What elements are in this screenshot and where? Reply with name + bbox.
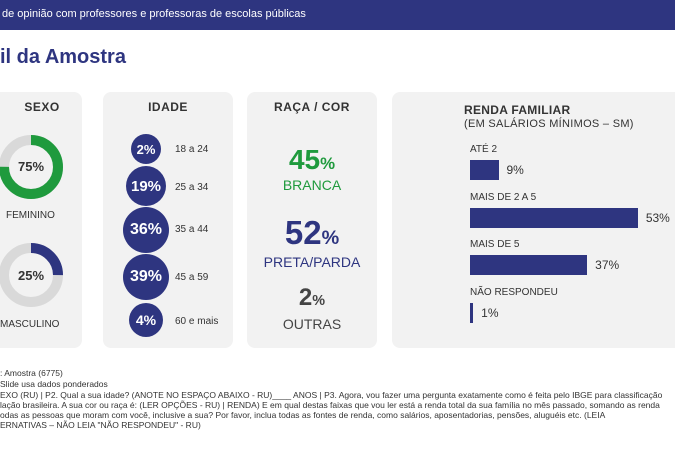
masculino-pct: 25% xyxy=(17,268,45,283)
page-title: il da Amostra xyxy=(0,46,126,68)
renda-category-label: MAIS DE 2 A 5 xyxy=(470,192,537,203)
renda-subtitle: (EM SALÁRIOS MÍNIMOS – SM) xyxy=(464,118,634,130)
renda-category-label: NÃO RESPONDEU xyxy=(470,287,558,298)
idade-bubble-4: 39% xyxy=(123,254,169,300)
idade-label-1: 18 a 24 xyxy=(175,144,209,155)
masculino-donut xyxy=(0,243,63,307)
raca-preta-pct: 52% xyxy=(284,214,340,251)
raca-title: RAÇA / COR xyxy=(274,100,350,114)
raca-branca-label: BRANCA xyxy=(282,177,342,193)
renda-value-label: 9% xyxy=(506,163,524,177)
renda-bar xyxy=(470,208,638,228)
masculino-donut-arc xyxy=(0,243,63,307)
footer-question-1: EXO (RU) | P2. Qual a sua idade? (ANOTE … xyxy=(0,390,663,400)
raca-outras-pct: 2% xyxy=(298,284,326,311)
footer-question-3: odas as pessoas que moram com você, incl… xyxy=(0,410,606,420)
header-bar: de opinião com professores e professoras… xyxy=(0,0,675,30)
idade-bubble-1: 2% xyxy=(131,134,161,164)
idade-bubble-5: 4% xyxy=(129,303,163,337)
idade-label-5: 60 e mais xyxy=(175,316,219,327)
idade-card: IDADE 2% 18 a 24 19% 25 a 34 36% 35 a 44… xyxy=(103,92,233,348)
idade-label-2: 25 a 34 xyxy=(175,182,209,193)
renda-bar xyxy=(470,303,474,323)
footer-weight-note: Slide usa dados ponderados xyxy=(0,379,108,389)
sexo-card: SEXO 75% FEMININO 25% MASCULINO xyxy=(0,92,82,348)
idade-bubble-3: 36% xyxy=(123,207,169,253)
feminino-pct: 75% xyxy=(17,159,45,174)
idade-label-3: 35 a 44 xyxy=(175,224,209,235)
raca-outras-label: OUTRAS xyxy=(282,316,342,332)
renda-bar xyxy=(470,160,499,180)
idade-bubble-2: 19% xyxy=(126,166,166,206)
idade-title: IDADE xyxy=(148,100,188,114)
raca-branca-pct: 45% xyxy=(288,144,336,175)
feminino-label: FEMININO xyxy=(6,210,55,221)
feminino-donut-arc xyxy=(0,135,63,199)
footer-question-2: lação brasileira. A sua cor ou raça é: (… xyxy=(0,400,660,410)
renda-value-label: 37% xyxy=(595,258,620,272)
raca-card: RAÇA / COR 45% BRANCA 52% PRETA/PARDA 2%… xyxy=(247,92,377,348)
renda-card: RENDA FAMILIAR (EM SALÁRIOS MÍNIMOS – SM… xyxy=(392,92,675,348)
header-subtitle: de opinião com professores e professoras… xyxy=(2,8,306,20)
renda-category-label: ATÉ 2 xyxy=(470,144,498,155)
footer-question-4: ERNATIVAS – NÃO LEIA "NÃO RESPONDEU" - R… xyxy=(0,420,201,430)
sexo-title: SEXO xyxy=(24,100,60,114)
footer-sample: : Amostra (6775) xyxy=(0,368,63,378)
idade-label-4: 45 a 59 xyxy=(175,272,209,283)
renda-bar xyxy=(470,255,588,275)
renda-value-label: 1% xyxy=(481,306,499,320)
renda-title: RENDA FAMILIAR xyxy=(464,103,571,117)
renda-category-label: MAIS DE 5 xyxy=(470,239,520,250)
raca-preta-label: PRETA/PARDA xyxy=(263,254,361,270)
renda-value-label: 53% xyxy=(645,211,670,225)
masculino-label: MASCULINO xyxy=(0,319,60,330)
feminino-donut xyxy=(0,135,63,199)
